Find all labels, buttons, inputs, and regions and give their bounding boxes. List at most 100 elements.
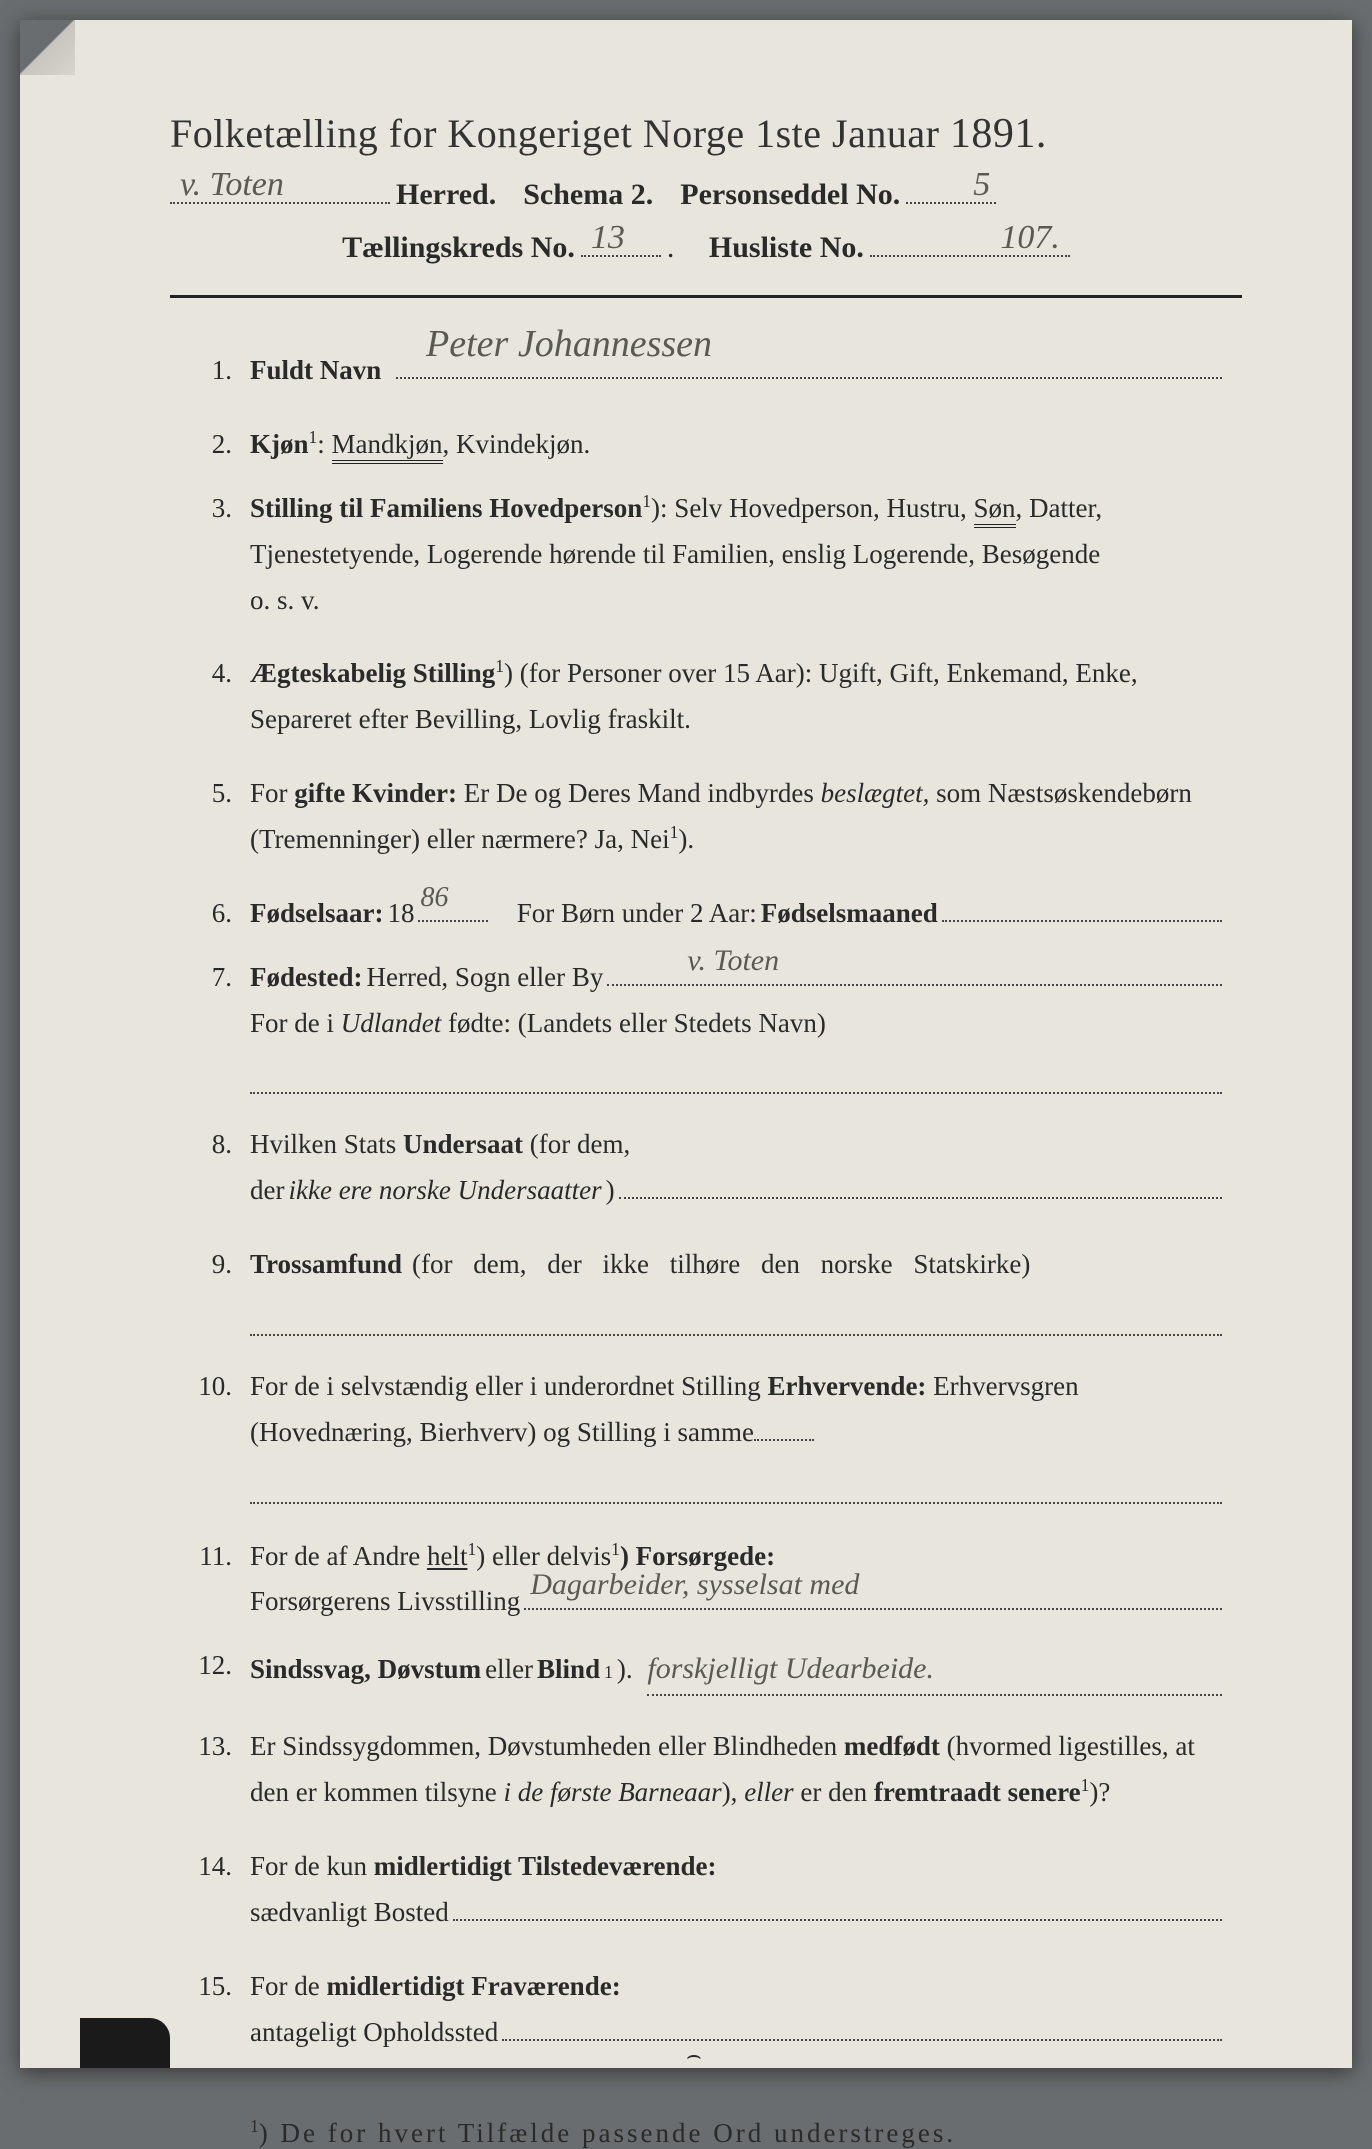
item-1: 1. Fuldt Navn Peter Johannessen — [180, 348, 1222, 394]
paren-text: (for Personer over 15 Aar): — [513, 658, 819, 688]
l2i: ikke ere norske Undersaatter — [288, 1168, 601, 1214]
i2: eller — [744, 1777, 793, 1807]
end: ). — [678, 824, 694, 854]
personseddel-value: 5 — [973, 166, 990, 204]
item-3: 3. Stilling til Familiens Hovedperson1):… — [180, 486, 1222, 624]
item-num: 12. — [180, 1643, 250, 1696]
l2: sædvanligt Bosted — [250, 1890, 449, 1936]
title-text: Folketælling for Kongeriget Norge 1ste J… — [170, 111, 939, 156]
item-num: 3. — [180, 486, 250, 624]
birthplace-hw: v. Toten — [687, 935, 779, 986]
rest: eller — [485, 1647, 533, 1693]
pre: For de kun — [250, 1851, 374, 1881]
end: ) — [606, 1168, 615, 1214]
end: )? — [1089, 1777, 1110, 1807]
personseddel-label: Personseddel No. — [680, 178, 900, 212]
item-content: Trossamfund (for dem, der ikke tilhøre d… — [250, 1242, 1222, 1336]
herred-label: Herred. — [396, 178, 496, 212]
husliste-value: 107. — [1000, 219, 1060, 257]
period: . — [667, 231, 675, 265]
item-5: 5. For gifte Kvinder: Er De og Deres Man… — [180, 771, 1222, 863]
item-content: Stilling til Familiens Hovedperson1): Se… — [250, 486, 1222, 624]
sup: 1 — [309, 427, 318, 447]
item-num: 10. — [180, 1364, 250, 1504]
item-num: 7. — [180, 955, 250, 1095]
fn-text: ) De for hvert Tilfælde passende Ord und… — [259, 2118, 956, 2148]
form-items: 1. Fuldt Navn Peter Johannessen 2. Kjøn1… — [170, 348, 1242, 2056]
pre: For de af Andre — [250, 1541, 427, 1571]
item-content: Sindssvag, Døvstum eller Blind1). forskj… — [250, 1643, 1222, 1696]
item-content: Fødested: Herred, Sogn eller By v. Toten… — [250, 955, 1222, 1095]
b: Sindssvag, Døvstum — [250, 1647, 481, 1693]
rest: (for dem, — [523, 1129, 630, 1159]
fn-sup: 1 — [250, 2116, 259, 2136]
item-num: 1. — [180, 348, 250, 394]
main-title: Folketælling for Kongeriget Norge 1ste J… — [170, 110, 1242, 158]
item-4: 4. Ægteskabelig Stilling1) (for Personer… — [180, 651, 1222, 743]
sup: 1 — [1081, 1775, 1090, 1795]
footnote: 1) De for hvert Tilfælde passende Ord un… — [170, 2116, 1242, 2149]
divider — [170, 295, 1242, 298]
schema-label: Schema 2. — [523, 178, 653, 212]
item-content: For de midlertidigt Fraværende: antageli… — [250, 1964, 1222, 2056]
item-content: For de kun midlertidigt Tilstedeværende:… — [250, 1844, 1222, 1936]
personseddel-field: 5 — [906, 172, 996, 204]
month-field — [942, 895, 1222, 922]
item-7: 7. Fødested: Herred, Sogn eller By v. To… — [180, 955, 1222, 1095]
line2: For de i Udlandet fødte: (Landets eller … — [250, 1001, 1222, 1047]
b: Undersaat — [403, 1129, 523, 1159]
taellingskreds-field: 13 — [581, 226, 661, 258]
item-content: Ægteskabelig Stilling1) (for Personer ov… — [250, 651, 1222, 743]
label: Kjøn — [250, 429, 309, 459]
taellingskreds-label: Tællingskreds No. — [342, 231, 575, 265]
blank-line — [250, 1466, 1222, 1504]
item-num: 9. — [180, 1242, 250, 1336]
opt-underlined: Søn — [974, 493, 1016, 528]
pre: For de — [250, 1971, 327, 2001]
item-num: 11. — [180, 1534, 250, 1626]
rest: (for dem, der ikke tilhøre den norske St… — [402, 1242, 1222, 1288]
item-num: 14. — [180, 1844, 250, 1936]
tail-label: For Børn under 2 Aar: — [517, 891, 757, 937]
item-num: 2. — [180, 422, 250, 468]
header-line-2: v. Toten Herred. Schema 2. Personseddel … — [170, 172, 1242, 212]
birthplace-field: v. Toten — [607, 959, 1222, 986]
census-form-page: Folketælling for Kongeriget Norge 1ste J… — [20, 20, 1352, 2068]
b: midlertidigt Tilstedeværende: — [374, 1851, 717, 1881]
colon: : — [317, 429, 331, 459]
provider-hw: Dagarbeider, sysselsat med — [530, 1559, 859, 1610]
pre: For de i selvstændig eller i underordnet… — [250, 1371, 767, 1401]
l2: Forsørgerens Livsstilling — [250, 1579, 520, 1625]
val-pre: 18 — [387, 891, 414, 937]
item-8: 8. Hvilken Stats Undersaat (for dem, der… — [180, 1122, 1222, 1214]
item-6: 6. Fødselsaar: 1886 For Børn under 2 Aar… — [180, 891, 1222, 937]
tail-b: Fødselsmaaned — [761, 891, 938, 937]
name-field: Peter Johannessen — [396, 352, 1222, 379]
item-content: Hvilken Stats Undersaat (for dem, der ik… — [250, 1122, 1222, 1214]
label: Fuldt Navn — [250, 348, 381, 394]
provider-field: Dagarbeider, sysselsat med — [524, 1583, 1222, 1610]
b: medfødt — [844, 1731, 940, 1761]
colon: ): — [651, 493, 674, 523]
u1: helt — [427, 1541, 468, 1571]
blank — [502, 2014, 1222, 2041]
husliste-field: 107. — [870, 226, 1070, 258]
sup2: 1 — [611, 1539, 620, 1559]
year-hw: 86 — [420, 874, 448, 922]
item-content: Er Sindssygdommen, Døvstumheden eller Bl… — [250, 1724, 1222, 1816]
item-12: 12. Sindssvag, Døvstum eller Blind1). fo… — [180, 1643, 1222, 1696]
taellingskreds-value: 13 — [591, 219, 625, 257]
rest2: ), — [722, 1777, 745, 1807]
item-content: For de i selvstændig eller i underordnet… — [250, 1364, 1222, 1504]
paren: ) — [504, 658, 513, 688]
sup: 1 — [642, 491, 651, 511]
item-num: 8. — [180, 1122, 250, 1214]
item-11: 11. For de af Andre helt1) eller delvis1… — [180, 1534, 1222, 1626]
pre: Er Sindssygdommen, Døvstumheden eller Bl… — [250, 1731, 844, 1761]
blank-line — [250, 1298, 1222, 1336]
husliste-label: Husliste No. — [709, 231, 864, 265]
blank — [754, 1414, 814, 1441]
blank — [619, 1172, 1222, 1199]
item-content: Fuldt Navn Peter Johannessen — [250, 348, 1222, 394]
sup1: 1 — [467, 1539, 476, 1559]
